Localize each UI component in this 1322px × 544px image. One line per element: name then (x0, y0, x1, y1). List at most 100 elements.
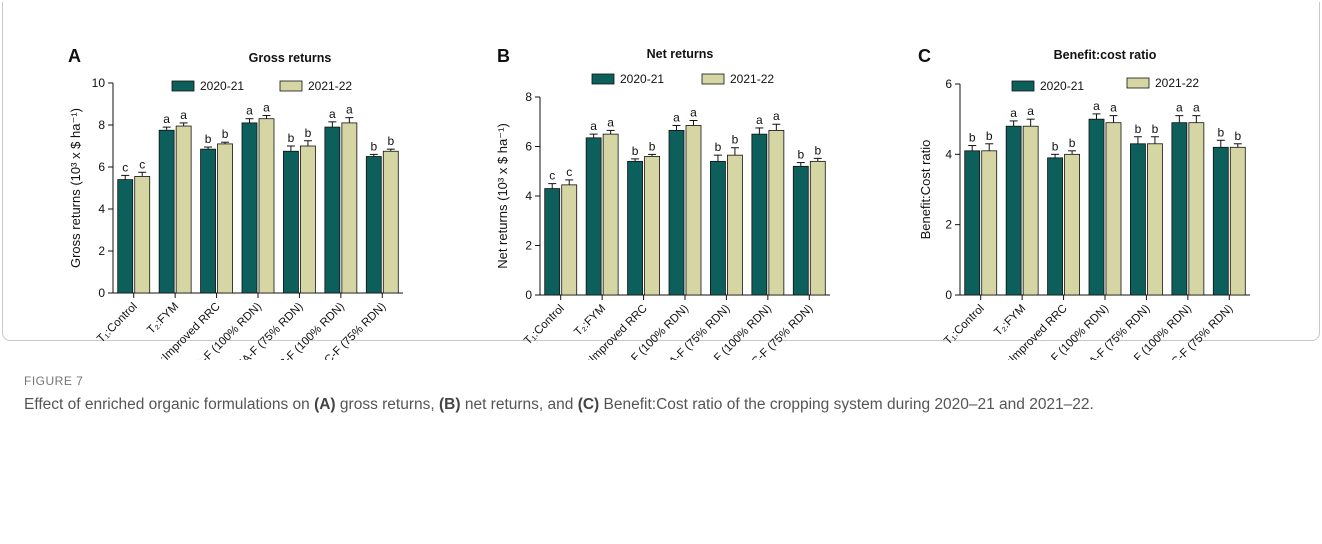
y-tick-label: 0 (945, 288, 952, 302)
bar (117, 179, 134, 294)
bar (1022, 125, 1039, 296)
significance-label: a (1093, 99, 1100, 113)
bar (809, 160, 826, 296)
significance-label: b (205, 132, 212, 146)
significance-label: b (715, 140, 722, 154)
y-tick-label: 2 (98, 244, 105, 258)
x-tick-label: T₂:FYM (992, 303, 1028, 339)
panel-letter: B (497, 46, 510, 66)
bar (792, 165, 809, 296)
legend-swatch (1011, 80, 1035, 92)
bar (382, 150, 399, 294)
significance-label: b (1135, 122, 1142, 136)
figure-label: FIGURE 7 (24, 374, 84, 388)
bar (544, 188, 561, 296)
significance-label: b (649, 139, 656, 153)
significance-label: b (1152, 122, 1159, 136)
y-tick-label: 4 (945, 147, 952, 161)
significance-label: a (1176, 101, 1183, 115)
bar (685, 125, 702, 296)
bar (324, 126, 341, 294)
y-axis-label: Net returns (10³ x $ ha⁻¹) (495, 123, 510, 269)
figure: A Gross returns Gross returns (10³ x $ ha⁻… (68, 46, 1250, 360)
significance-label: b (288, 131, 295, 145)
bar (1047, 157, 1063, 296)
caption-part: (C) (577, 396, 600, 413)
significance-label: b (632, 144, 639, 158)
bar (1229, 146, 1246, 296)
significance-label: a (246, 104, 253, 118)
x-tick-label: T₁:Control (522, 303, 567, 348)
bar (1064, 153, 1080, 296)
bar (1088, 118, 1105, 296)
x-tick-label: T₂:FYM (145, 301, 181, 337)
legend-swatch (171, 80, 195, 92)
y-tick-label: 8 (98, 118, 105, 132)
bar (585, 137, 602, 296)
bar (365, 156, 382, 294)
significance-label: a (607, 115, 614, 129)
significance-label: a (673, 110, 680, 124)
significance-label: b (814, 143, 821, 157)
y-tick-label: 10 (92, 76, 106, 90)
chart-title: Benefit:cost ratio (1054, 48, 1157, 62)
x-tick-label: T₂:FYM (572, 303, 608, 339)
legend-swatch (1126, 77, 1150, 89)
caption-part: (A) (314, 396, 336, 413)
significance-label: b (370, 139, 377, 153)
significance-label: b (1069, 136, 1076, 150)
bar (1005, 125, 1022, 296)
x-tick-label: T₁:Control (942, 303, 987, 348)
bar (1212, 146, 1229, 296)
bar (751, 133, 768, 296)
bar (768, 130, 785, 296)
significance-label: b (986, 129, 993, 143)
bar (200, 148, 216, 294)
y-tick-label: 2 (525, 239, 532, 253)
caption-part: Benefit:Cost ratio of the cropping syste… (599, 396, 1094, 413)
chart-title: Gross returns (249, 51, 332, 65)
y-tick-label: 6 (945, 77, 952, 91)
bar (602, 133, 619, 296)
y-tick-label: 0 (525, 288, 532, 302)
caption-part: gross returns, (335, 396, 439, 413)
y-axis-label: Gross returns (10³ x $ ha⁻¹) (68, 108, 83, 268)
significance-label: c (549, 169, 555, 183)
caption-part: (B) (438, 396, 461, 413)
bar (175, 125, 192, 294)
bar (1188, 122, 1205, 296)
legend-swatch (701, 73, 725, 85)
significance-label: b (222, 127, 229, 141)
significance-label: a (180, 108, 187, 122)
bar (134, 176, 151, 294)
bar (217, 143, 233, 294)
y-tick-label: 0 (98, 286, 105, 300)
significance-label: a (773, 109, 780, 123)
significance-label: a (1110, 101, 1117, 115)
bar (644, 155, 660, 296)
legend-label: 2020-21 (620, 72, 664, 86)
y-tick-label: 8 (525, 90, 532, 104)
y-tick-label: 4 (525, 189, 532, 203)
bar (561, 184, 578, 296)
significance-label: b (1234, 129, 1241, 143)
significance-label: b (732, 133, 739, 147)
bar (283, 150, 299, 294)
legend-label: 2021-22 (1155, 76, 1199, 90)
legend-label: 2021-22 (308, 79, 352, 93)
significance-label: a (756, 113, 763, 127)
legend-label: 2020-21 (1040, 79, 1084, 93)
legend-swatch (591, 73, 615, 85)
bar (300, 145, 316, 294)
significance-label: b (387, 134, 394, 148)
significance-label: a (690, 106, 697, 120)
x-tick-label: T₁:Control (95, 301, 140, 346)
y-tick-label: 6 (98, 160, 105, 174)
bar (241, 122, 258, 294)
significance-label: a (1027, 104, 1034, 118)
legend-swatch (279, 80, 303, 92)
significance-label: a (346, 103, 353, 117)
significance-label: c (122, 160, 128, 174)
y-tick-label: 2 (945, 218, 952, 232)
